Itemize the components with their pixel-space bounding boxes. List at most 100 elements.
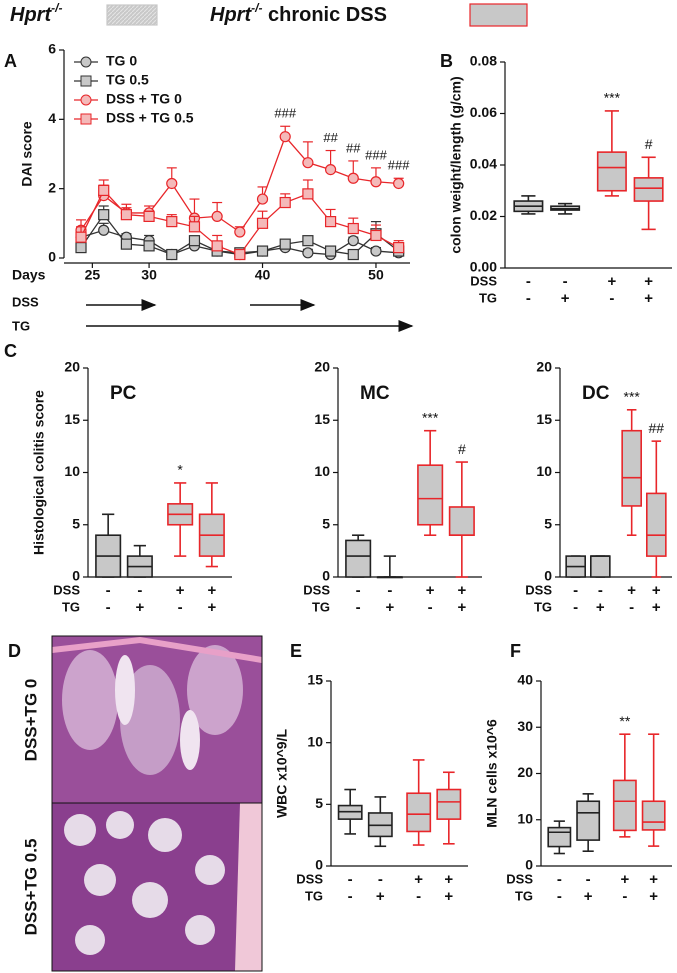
panel-letter: C [4,341,17,361]
y-tick-label: 15 [64,411,80,427]
significance: ## [323,130,338,145]
x-tick-label: 40 [255,267,271,283]
marker [393,242,405,254]
factor-level: + [584,888,593,905]
factor-level: + [135,599,144,616]
y-tick-label: 0 [72,568,80,584]
factor-level: + [649,871,658,888]
image-label: DSS+TG 0 [21,679,40,762]
factor-level: + [644,273,653,290]
y-tick-label: 15 [314,411,330,427]
box [645,492,667,557]
marker [143,240,155,252]
x-axis-label: Days [12,267,46,283]
factor-name: DSS [296,871,323,886]
marker [279,238,291,250]
x-tick-label: 50 [368,267,384,283]
box [621,429,642,507]
marker [120,209,132,221]
factor-name: TG [479,290,497,305]
factor-level: - [106,599,111,616]
box [612,779,637,832]
gene-name: Hprt [210,4,252,26]
factor-level: + [207,582,216,599]
marker [302,157,314,169]
significance: *** [604,90,621,106]
factor-name: TG [62,599,80,614]
y-tick-label: 10 [536,463,552,479]
marker [211,240,223,252]
factor-level: + [444,871,453,888]
legend-swatch [469,3,528,27]
legend-swatch [106,4,158,26]
marker [256,193,269,205]
box [641,800,666,831]
factor-level: + [644,290,653,307]
marker [234,248,246,261]
factor-name: DSS [525,582,552,597]
y-tick-label: 0.00 [470,259,497,275]
factor-level: - [428,599,433,616]
significance: ### [274,106,296,121]
significance: ** [619,713,630,729]
histology-image [52,803,262,971]
marker [279,196,291,209]
factor-name: DSS [53,582,80,597]
marker [188,221,201,233]
legend-marker [80,56,92,68]
significance: * [177,462,183,478]
factor-level: - [557,888,562,905]
marker [75,242,87,254]
header-entry: Hprt-/- chronic DSS [210,1,387,26]
legend-label: TG 0 [106,53,137,69]
factor-level: - [416,888,421,905]
marker [324,216,337,228]
y-tick-label: 0.06 [470,104,497,120]
factor-level: - [629,599,634,616]
panel-letter: F [510,641,521,661]
arrow-label: DSS [12,294,39,309]
factor-level: + [385,599,394,616]
factor-level: + [607,273,616,290]
y-tick-label: 0.08 [470,53,497,69]
y-axis-label: DAI score [19,121,35,187]
y-tick-label: 30 [517,718,533,734]
y-tick-label: 20 [314,359,330,375]
factor-level: - [598,582,603,599]
factor-level: - [573,582,578,599]
factor-level: - [356,599,361,616]
marker [393,177,405,190]
factor-level: + [426,582,435,599]
factor-level: - [622,888,627,905]
legend-label: DSS + TG 0.5 [106,110,194,126]
marker [211,210,223,222]
marker [166,248,178,261]
image-frame [51,802,263,972]
factor-level: + [649,888,658,905]
y-tick-label: 10 [314,463,330,479]
marker [98,184,110,196]
factor-level: - [526,273,531,290]
factor-level: - [137,582,142,599]
y-tick-label: 4 [48,110,56,126]
marker [370,245,382,257]
box [596,151,627,192]
y-axis-label: WBC x10^9/L [274,729,290,819]
factor-level: + [414,871,423,888]
y-tick-label: 5 [544,515,552,531]
y-tick-label: 5 [72,515,80,531]
box [633,177,664,202]
factor-level: - [563,273,568,290]
y-tick-label: 10 [307,733,323,749]
panel-title: DC [582,383,610,404]
marker [347,222,359,235]
factor-level: + [627,582,636,599]
factor-level: - [378,871,383,888]
factor-level: - [348,888,353,905]
factor-level: - [557,871,562,888]
marker [370,176,382,188]
factor-level: - [387,582,392,599]
header-entry: Hprt-/- [10,1,62,26]
marker [324,164,337,176]
marker [75,231,87,243]
